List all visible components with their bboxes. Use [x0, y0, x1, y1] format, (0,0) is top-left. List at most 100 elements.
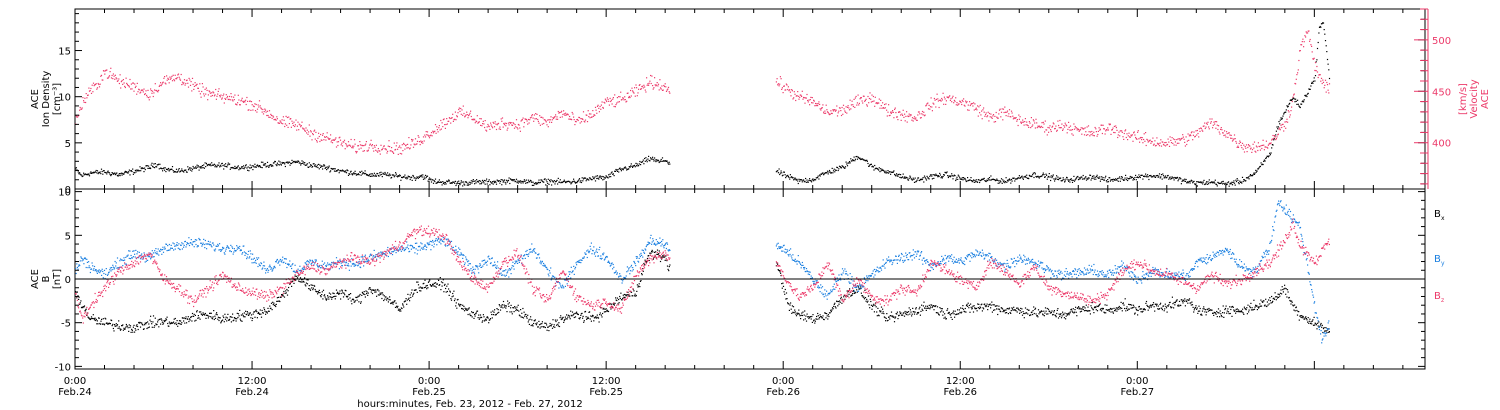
top-series-0-point	[225, 163, 227, 165]
series-bx-point	[913, 311, 915, 313]
top-series-1-point	[80, 108, 82, 110]
top-series-1-point	[115, 77, 117, 79]
top-series-1-point	[801, 95, 803, 97]
top-series-0-point	[417, 177, 419, 179]
top-series-0-point	[1147, 176, 1149, 178]
top-series-1-point	[534, 118, 536, 120]
top-series-1-point	[819, 103, 821, 105]
top-series-0-point	[1198, 181, 1200, 183]
top-series-1-point	[1193, 131, 1195, 133]
series-bx-point	[485, 319, 487, 321]
series-bx-point	[941, 308, 943, 310]
top-series-0-point	[867, 162, 869, 165]
top-series-1-point	[363, 145, 365, 147]
top-series-1-point	[1312, 58, 1315, 60]
top-series-0-point	[1111, 178, 1113, 181]
top-series-1-point	[505, 122, 508, 125]
series-bx-point	[997, 313, 999, 316]
top-series-1-point	[496, 124, 498, 126]
top-series-1-point	[409, 147, 411, 149]
top-series-0-point	[942, 175, 944, 178]
top-series-0-point	[1136, 176, 1138, 178]
top-series-1-point	[1276, 136, 1278, 138]
top-series-0-point	[369, 173, 371, 175]
top-series-0-point	[606, 176, 608, 178]
top-series-1-point	[957, 103, 959, 105]
top-series-1-point	[262, 108, 264, 111]
series-bx-point	[331, 298, 333, 300]
series-bx-point	[634, 293, 636, 295]
top-series-1-point	[1305, 31, 1307, 33]
series-bx-point	[142, 324, 144, 326]
top-series-1-point	[1059, 119, 1061, 122]
series-bx-point	[565, 318, 567, 320]
series-bx-point	[234, 318, 237, 320]
top-series-0-point	[1188, 180, 1190, 182]
top-series-0-point	[1190, 180, 1192, 182]
series-bx-point	[1024, 312, 1026, 315]
top-series-1-point	[1231, 140, 1234, 142]
top-series-0-point	[322, 165, 324, 167]
top-series-0-point	[896, 173, 898, 175]
top-series-0-point	[87, 174, 89, 176]
top-series-0-point	[425, 176, 427, 179]
top-series-1-point	[853, 98, 855, 100]
series-bx-point	[102, 318, 104, 320]
top-series-1-point	[648, 82, 650, 84]
top-series-0-point	[881, 168, 883, 170]
top-series-1-point	[128, 86, 130, 88]
series-bx-point	[462, 308, 464, 310]
top-series-0-point	[594, 180, 597, 182]
top-series-0-point	[1155, 175, 1157, 177]
top-series-1-point	[142, 91, 144, 93]
top-series-1-point	[1093, 135, 1095, 137]
top-series-1-point	[296, 125, 298, 127]
top-series-1-point	[1246, 151, 1248, 153]
top-series-0-point	[1101, 176, 1103, 178]
top-series-1-point	[116, 80, 118, 82]
top-series-0-point	[284, 165, 286, 168]
top-series-1-point	[1180, 138, 1182, 140]
top-series-1-point	[1285, 121, 1287, 123]
series-bx-point	[794, 311, 796, 313]
top-series-0-point	[184, 169, 186, 171]
top-series-1-point	[1128, 132, 1130, 134]
top-series-0-point	[882, 169, 884, 171]
top-series-1-point	[1097, 130, 1099, 132]
top-series-0-point	[779, 173, 781, 176]
top-series-0-point	[1270, 152, 1272, 154]
series-bx-point	[652, 258, 654, 260]
series-bx-point	[407, 293, 409, 295]
top-series-1-point	[1005, 115, 1007, 117]
series-bx-point	[334, 295, 336, 297]
top-series-0-point	[328, 165, 330, 167]
top-series-0-point	[334, 168, 336, 170]
series-bx-point	[338, 293, 340, 295]
top-series-1-point	[1075, 127, 1078, 129]
top-series-0-point	[902, 176, 904, 178]
top-series-1-point	[1227, 136, 1229, 138]
top-series-1-point	[563, 113, 565, 115]
top-series-1-point	[1222, 132, 1224, 134]
top-series-1-point	[179, 78, 181, 80]
top-series-1-point	[658, 89, 660, 91]
top-series-1-point	[923, 111, 925, 113]
top-series-1-point	[843, 108, 845, 110]
top-series-1-point	[898, 111, 900, 113]
top-series-1-point	[326, 136, 328, 138]
top-series-0-point	[312, 163, 314, 165]
series-bx-point	[105, 318, 107, 320]
top-series-0-point	[330, 170, 332, 172]
series-bx-point	[258, 311, 260, 314]
top-series-0-point	[165, 171, 167, 173]
top-series-1-point	[803, 97, 805, 99]
top-series-1-point	[776, 78, 778, 80]
top-series-0-point	[202, 167, 204, 169]
top-series-0-point	[890, 173, 892, 175]
series-bx-point	[471, 311, 473, 313]
top-series-1-point	[1127, 139, 1129, 141]
top-series-1-point	[502, 126, 504, 128]
top-series-1-point	[513, 123, 515, 125]
top-series-0-point	[828, 169, 831, 172]
top-series-1-point	[509, 121, 511, 124]
